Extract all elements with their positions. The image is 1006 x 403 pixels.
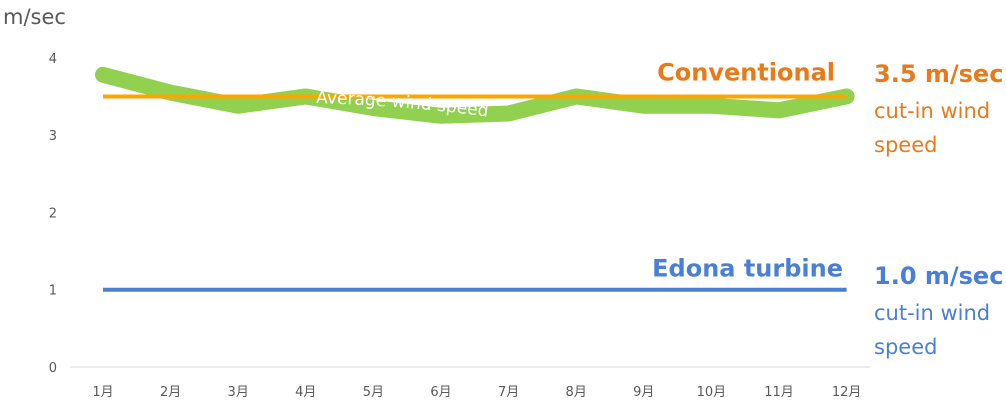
x-tick-label: 2月 xyxy=(160,385,181,400)
edona-cutin-text: cut-in wind xyxy=(874,301,990,325)
y-tick-label: 0 xyxy=(49,361,57,376)
x-tick-label: 3月 xyxy=(228,385,249,400)
x-tick-label: 10月 xyxy=(697,385,727,400)
y-tick-label: 1 xyxy=(49,284,57,299)
x-tick-label: 12月 xyxy=(832,385,862,400)
y-axis-ticks: 0 1 2 3 4 xyxy=(49,52,57,376)
conventional-cutin-value: 3.5 m/sec xyxy=(874,60,1003,88)
x-tick-label: 6月 xyxy=(430,385,451,400)
x-axis-ticks: 1月 2月 3月 4月 5月 6月 7月 8月 9月 10月 11月 12月 xyxy=(92,385,861,400)
series-layer xyxy=(95,66,855,292)
edona-cutin-value: 1.0 m/sec xyxy=(874,262,1003,290)
edona-turbine-series-label: Edona turbine xyxy=(652,255,843,283)
y-tick-label: 3 xyxy=(49,129,57,144)
y-tick-label: 2 xyxy=(49,206,57,221)
y-tick-label: 4 xyxy=(49,52,57,67)
conventional-series-label: Conventional xyxy=(657,58,835,86)
x-tick-label: 1月 xyxy=(92,385,113,400)
conventional-cutin-text: speed xyxy=(874,133,937,157)
x-tick-label: 4月 xyxy=(295,385,316,400)
x-tick-label: 9月 xyxy=(633,385,654,400)
x-tick-label: 7月 xyxy=(498,385,519,400)
y-axis-unit-label: m/sec xyxy=(3,5,66,29)
series-average-wind-speed-line xyxy=(95,66,855,124)
x-tick-label: 5月 xyxy=(363,385,384,400)
x-tick-label: 8月 xyxy=(566,385,587,400)
conventional-cutin-text: cut-in wind xyxy=(874,99,990,123)
edona-cutin-text: speed xyxy=(874,335,937,359)
x-tick-label: 11月 xyxy=(764,385,794,400)
